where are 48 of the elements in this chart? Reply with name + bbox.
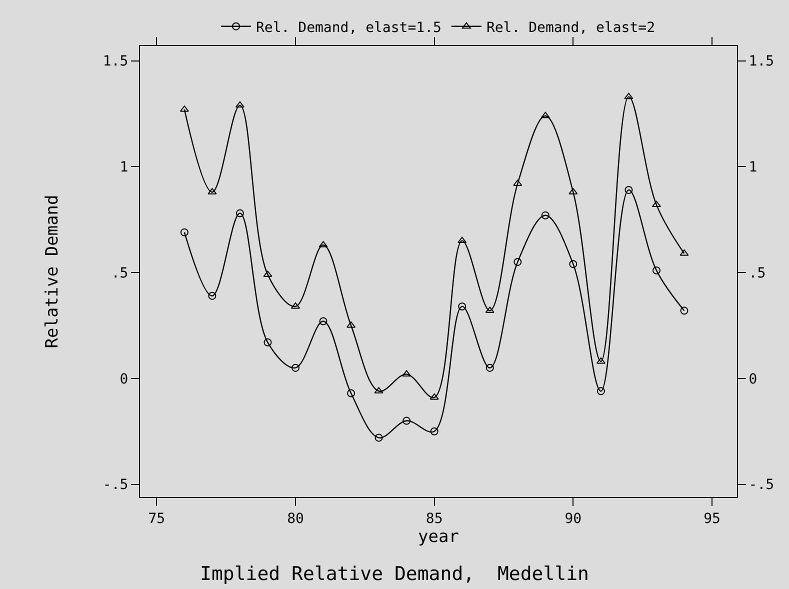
- point: [402, 416, 411, 425]
- point: [652, 200, 662, 208]
- y2-tick-label: .5: [748, 265, 766, 282]
- point: [541, 211, 550, 220]
- point: [458, 302, 466, 310]
- x-tick-label: 85: [426, 510, 443, 527]
- point: [540, 112, 550, 118]
- x-axis-title: year: [418, 526, 459, 547]
- point: [596, 357, 606, 364]
- point: [596, 387, 605, 396]
- y-axis-title: Relative Demand: [42, 194, 62, 348]
- point: [235, 101, 244, 108]
- point: [624, 186, 633, 194]
- legend-label: Rel. Demand, elast=1.5: [256, 20, 442, 36]
- point: [430, 393, 439, 400]
- point: [374, 434, 383, 442]
- legend-label: Rel. Demand, elast=2: [486, 20, 656, 36]
- point: [180, 228, 188, 236]
- point: [346, 321, 356, 328]
- text: Implied Relative Demand, Medellin: [200, 563, 589, 586]
- point: [292, 364, 300, 372]
- point: [458, 236, 467, 244]
- point: [430, 427, 438, 436]
- point: [486, 364, 494, 372]
- point: [514, 258, 522, 266]
- point: [236, 209, 244, 218]
- y-tick-label: -.5: [102, 477, 128, 494]
- point: [624, 92, 634, 100]
- y-tick-label: 1: [120, 160, 128, 176]
- y2-tick-label: -.5: [748, 477, 774, 494]
- point: [652, 266, 660, 274]
- x-tick-label: 90: [564, 510, 582, 527]
- y2-tick-label: 1: [748, 160, 758, 176]
- point: [208, 292, 216, 300]
- y2-tick-label: 0: [748, 371, 758, 388]
- x-tick-label: 80: [287, 510, 304, 527]
- point: [680, 306, 688, 315]
- y-tick-label: 1.5: [102, 54, 128, 70]
- point: [347, 389, 356, 398]
- point: [569, 260, 578, 268]
- y-tick-label: 0: [120, 371, 128, 388]
- point: [319, 317, 328, 326]
- point: [264, 338, 272, 346]
- point: [290, 302, 300, 309]
- y-tick-label: .5: [111, 265, 128, 282]
- x-tick-label: 95: [704, 510, 720, 527]
- y2-tick-label: 1.5: [748, 54, 774, 70]
- x-tick-label: 75: [148, 510, 166, 527]
